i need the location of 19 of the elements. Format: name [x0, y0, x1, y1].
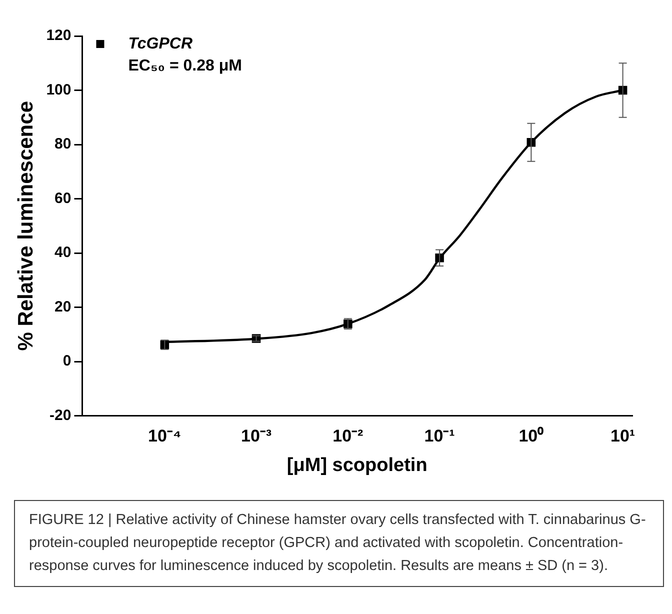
x-tick-label: 10⁰	[518, 426, 544, 446]
y-tick-label: 80	[54, 136, 72, 153]
y-tick-label: 60	[54, 190, 72, 207]
y-tick-label: -20	[50, 406, 72, 424]
x-tick-label: 10⁻³	[241, 426, 272, 446]
y-tick-label: 20	[54, 298, 72, 316]
y-tick-label: 120	[46, 27, 72, 44]
y-tick-label: 0	[62, 352, 72, 370]
legend-label: TcGPCR	[128, 35, 193, 52]
y-axis-title: % Relative luminescence	[14, 101, 38, 351]
y-tick-label: 40	[54, 244, 72, 262]
x-tick-label: 10⁻¹	[424, 426, 456, 446]
annotation: EC₅₀ = 0.28 μM	[128, 57, 242, 74]
y-tick-label: 100	[46, 81, 72, 98]
caption: FIGURE 12 | Relative activity of Chinese hamster ovary cells transfected with T. cinnabarinus G-protein-coupled neuropeptide receptor (GPCR) and activated with scopoletin. Concentration-response curves for luminescence induced by scopoletin. Results are means ± SD (n = 3).	[14, 500, 664, 587]
x-tick-label: 10¹	[610, 426, 636, 446]
x-tick-label: 10⁻⁴	[148, 426, 182, 446]
x-axis-title: [μM] scopoletin	[286, 454, 428, 476]
x-tick-label: 10⁻²	[332, 426, 364, 446]
